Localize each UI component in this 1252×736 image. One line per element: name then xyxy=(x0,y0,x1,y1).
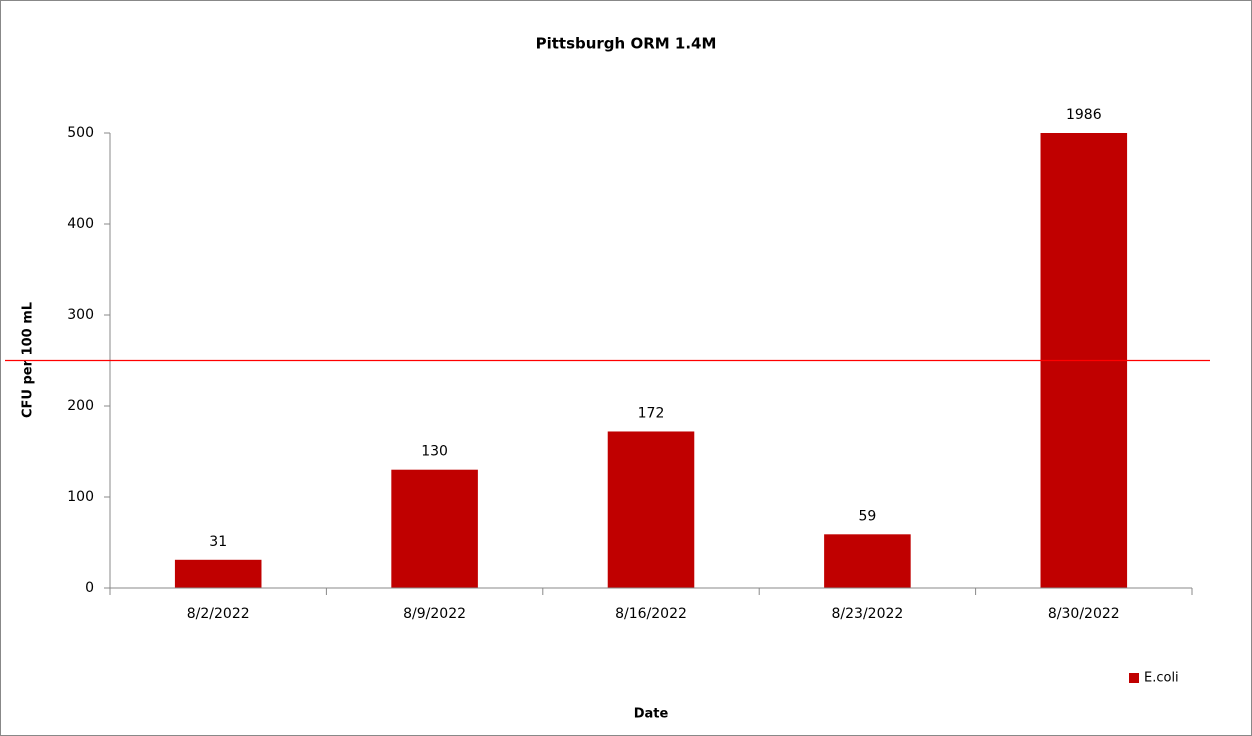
bar xyxy=(391,469,478,588)
y-tick-label: 200 xyxy=(67,398,94,414)
x-axis-label: Date xyxy=(634,707,669,722)
x-tick-label: 8/2/2022 xyxy=(187,606,250,622)
x-tick-label: 8/16/2022 xyxy=(615,606,687,622)
legend-label: E.coli xyxy=(1144,671,1179,686)
plot-area xyxy=(174,133,1128,588)
data-label: 172 xyxy=(638,405,665,421)
y-tick-label: 300 xyxy=(67,307,94,323)
x-tick-label: 8/30/2022 xyxy=(1048,606,1120,622)
bar xyxy=(607,431,695,588)
x-tick-label: 8/9/2022 xyxy=(403,606,466,622)
y-tick-label: 0 xyxy=(85,580,94,596)
data-label: 31 xyxy=(209,534,227,550)
data-label: 1986 xyxy=(1066,107,1102,123)
x-tick-label: 8/23/2022 xyxy=(832,606,904,622)
y-tick-label: 100 xyxy=(67,489,94,505)
y-tick-label: 400 xyxy=(67,216,94,232)
bar xyxy=(824,534,911,588)
legend-swatch xyxy=(1129,673,1139,683)
data-label: 130 xyxy=(421,444,448,460)
bar xyxy=(174,559,262,588)
y-tick-label: 500 xyxy=(67,125,94,141)
chart-title: Pittsburgh ORM 1.4M xyxy=(536,35,717,53)
data-label: 59 xyxy=(858,508,876,524)
